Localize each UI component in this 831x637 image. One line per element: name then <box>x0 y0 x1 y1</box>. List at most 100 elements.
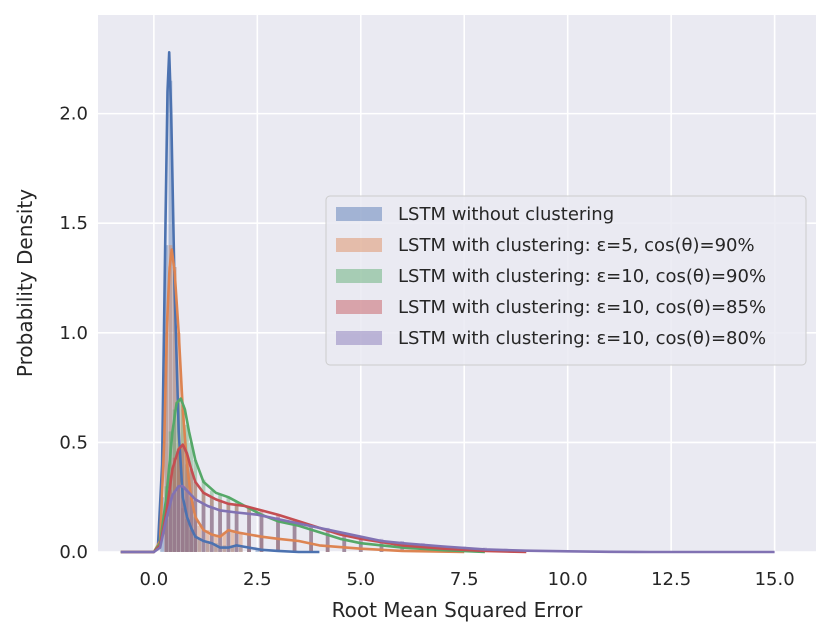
x-tick-label: 2.5 <box>243 569 272 590</box>
hist-bar <box>259 536 264 552</box>
hist-bar <box>214 543 218 552</box>
hist-bar <box>342 534 347 552</box>
hist-bar <box>342 538 347 552</box>
hist-bar <box>176 398 181 552</box>
legend-label: LSTM without clustering <box>398 204 614 225</box>
x-tick-label: 10.0 <box>548 569 588 590</box>
hist-bar <box>226 503 231 552</box>
hist-bar <box>292 541 297 552</box>
hist-bar <box>189 530 193 552</box>
hist-bar <box>193 534 198 552</box>
hist-bar <box>325 545 330 552</box>
hist-bar <box>259 510 264 552</box>
hist-bar <box>185 455 189 552</box>
kde-curves <box>120 51 775 554</box>
x-tick-label: 15.0 <box>755 569 795 590</box>
hist-bar <box>238 532 243 552</box>
hist-bar <box>168 475 173 552</box>
hist-bar <box>247 534 251 552</box>
hist-bar <box>309 543 313 552</box>
hist-bar <box>185 464 189 552</box>
hist-bar <box>276 514 280 552</box>
legend-label: LSTM with clustering: ε=10, cos(θ)=80% <box>398 328 766 349</box>
hist-bar <box>358 538 363 552</box>
hist-bar <box>189 468 193 552</box>
hist-bar <box>247 547 251 552</box>
y-tick-label: 0.5 <box>59 432 88 453</box>
hist-bar <box>172 409 177 552</box>
y-tick-label: 0.0 <box>59 542 88 563</box>
hist-bar <box>168 80 173 553</box>
hist-bar <box>168 497 173 552</box>
hist-bar <box>185 519 189 552</box>
x-tick-label: 0.0 <box>140 569 169 590</box>
hist-bar <box>292 525 297 552</box>
x-tick-label: 5.0 <box>346 569 375 590</box>
x-axis-label: Root Mean Squared Error <box>332 598 584 622</box>
hist-bar <box>247 512 251 552</box>
x-tick-label: 7.5 <box>450 569 479 590</box>
hist-bar <box>325 527 330 552</box>
hist-bar <box>172 490 177 552</box>
hist-bar <box>176 453 181 552</box>
hist-bar <box>172 457 177 552</box>
kde-curve <box>120 484 775 554</box>
y-tick-label: 1.5 <box>59 213 88 234</box>
hist-bar <box>292 519 297 552</box>
hist-bar <box>168 245 173 552</box>
legend-label: LSTM with clustering: ε=10, cos(θ)=85% <box>398 297 766 318</box>
hist-bar <box>259 514 264 552</box>
hist-bar <box>292 521 297 552</box>
hist-bar <box>189 495 193 552</box>
hist-bar <box>230 530 235 552</box>
legend: LSTM without clustering LSTM with cluster… <box>325 195 807 366</box>
hist-bar <box>309 530 313 552</box>
hist-bar <box>185 490 189 552</box>
hist-bar <box>176 486 181 552</box>
hist-bar <box>209 508 214 552</box>
hist-bar <box>209 497 214 552</box>
hist-bar <box>201 479 206 552</box>
hist-bar <box>247 508 251 552</box>
hist-bar <box>164 508 169 552</box>
hist-bar <box>309 525 313 552</box>
hist-bar <box>201 492 206 552</box>
kde-curve <box>120 248 465 554</box>
kde-curve <box>120 51 320 554</box>
legend-swatch <box>336 238 382 252</box>
hist-bar <box>247 508 251 552</box>
hist-bar <box>180 508 185 552</box>
hist-bar <box>234 505 239 552</box>
hist-bar <box>176 448 181 552</box>
hist-bar <box>193 459 198 552</box>
hist-bar <box>230 545 235 552</box>
hist-bar <box>259 514 264 552</box>
legend-frame <box>325 195 807 366</box>
hist-bar <box>164 519 169 552</box>
legend-swatch <box>336 300 382 314</box>
hist-bar <box>214 534 218 552</box>
hist-bar <box>276 521 280 552</box>
legend-label: LSTM with clustering: ε=5, cos(θ)=90% <box>398 235 755 256</box>
hist-bar <box>218 495 222 552</box>
hist-bar <box>226 497 231 552</box>
x-tick-labels: 0.0 2.5 5.0 7.5 10.0 12.5 15.0 <box>140 569 795 590</box>
kde-curve <box>120 443 527 554</box>
hist-bar <box>164 332 169 552</box>
hist-bar <box>325 534 330 552</box>
hist-bar <box>342 532 347 552</box>
hist-bar <box>197 538 202 552</box>
hist-bar <box>255 549 260 552</box>
hist-bar <box>234 501 239 552</box>
hist-bar <box>309 525 313 552</box>
hist-bar <box>180 486 185 552</box>
hist-bar <box>193 499 198 552</box>
legend-swatch <box>336 269 382 283</box>
y-axis-label: Probability Density <box>13 189 37 377</box>
kde-curve <box>120 397 485 554</box>
y-tick-label: 1.0 <box>59 323 88 344</box>
y-tick-labels: 0.0 0.5 1.0 1.5 2.0 <box>59 104 88 563</box>
hist-bar <box>276 516 280 552</box>
hist-bar <box>205 541 210 552</box>
